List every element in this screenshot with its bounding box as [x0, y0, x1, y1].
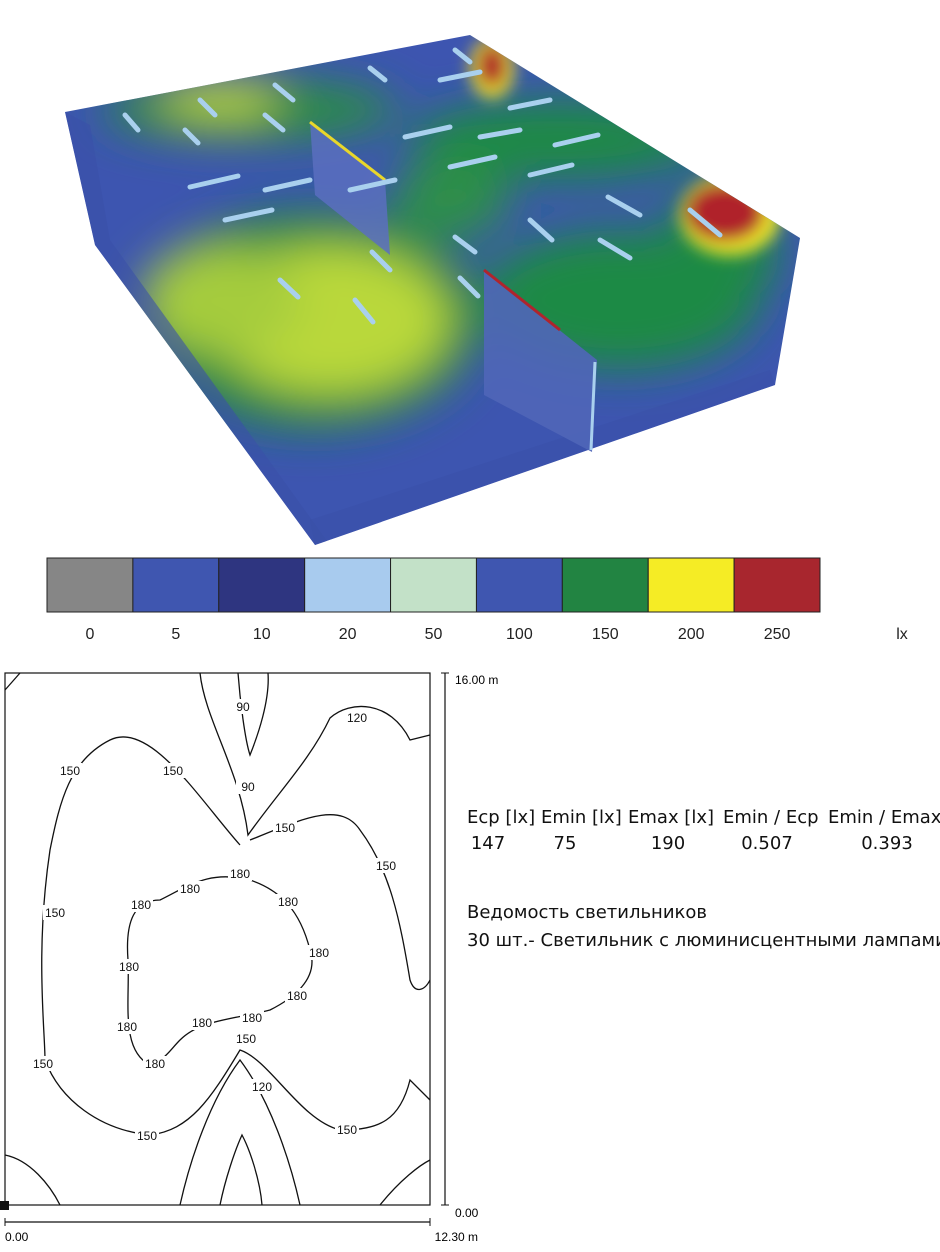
legend-swatch — [475, 557, 563, 613]
isoline-label-bg — [143, 1056, 167, 1071]
isoline-label-bg — [43, 905, 67, 920]
legend-swatch — [390, 557, 477, 613]
isoline-label-bg — [31, 1056, 55, 1071]
wall-edge — [589, 361, 597, 451]
legend-label: 10 — [253, 626, 271, 640]
isoline-label: 150 — [376, 859, 396, 873]
isoline-label-bg — [115, 1019, 139, 1034]
illuminance-render — [65, 35, 800, 545]
legend-label: 200 — [678, 626, 705, 640]
isoline-label: 150 — [236, 1032, 256, 1046]
wall-edge — [309, 120, 386, 182]
isoline-label-bg — [307, 945, 331, 960]
isoline-label-bg — [250, 1079, 274, 1094]
table-value: 0.507 — [741, 833, 793, 854]
table-header: Emax [lx] — [628, 807, 715, 828]
isoline-label-bg — [228, 866, 252, 881]
legend-swatch — [647, 557, 735, 613]
isoline-label: 150 — [275, 821, 295, 835]
isoline-label-bg — [285, 988, 309, 1003]
isoline-label-bg — [117, 959, 141, 974]
fixtures-title: Ведомость светильников — [467, 902, 708, 923]
isoline-label: 120 — [347, 711, 367, 725]
isoline-label-bg — [190, 1015, 214, 1030]
table-header: Emin / Emax — [828, 807, 940, 828]
isoline-label: 120 — [252, 1080, 272, 1094]
isoline-label-bg — [345, 710, 369, 725]
isoline-label-bg — [178, 881, 202, 896]
isoline-label-bg — [231, 699, 255, 714]
legend-swatch — [132, 557, 220, 613]
isoline-label: 150 — [33, 1057, 53, 1071]
legend-label: 5 — [171, 626, 180, 640]
isoline-label-bg — [240, 1010, 264, 1025]
color-legend: 0 5 10 20 50 100 150 200 250 lx — [46, 557, 908, 640]
isoline-label-bg — [234, 1031, 258, 1046]
legend-label: 50 — [425, 626, 443, 640]
isoline-label-bg — [129, 897, 153, 912]
isoline-label: 150 — [60, 764, 80, 778]
isoline-label: 180 — [117, 1020, 137, 1034]
wall-edge — [483, 268, 561, 332]
table-header: Emin [lx] — [541, 807, 622, 828]
isoline-label: 150 — [337, 1123, 357, 1137]
fixtures-line: 30 шт.- Светильник с люминисцентными лам… — [467, 930, 940, 951]
y-axis-bottom: 0.00 — [455, 1206, 479, 1220]
legend-label: 100 — [506, 626, 533, 640]
isoline-label: 180 — [242, 1011, 262, 1025]
table-header: Emin / Ecp — [723, 807, 819, 828]
isoline-label-bg — [374, 858, 398, 873]
legend-swatch — [218, 557, 306, 613]
isoline-label: 90 — [236, 700, 250, 714]
isoline-label-bg — [276, 894, 300, 909]
isoline-label-bg — [58, 763, 82, 778]
isoline-label: 180 — [309, 946, 329, 960]
isoline-label: 180 — [119, 960, 139, 974]
isoline-label-bg — [236, 779, 260, 794]
inner-wall — [484, 270, 597, 452]
isoline-label: 150 — [163, 764, 183, 778]
table-value: 147 — [470, 833, 506, 854]
legend-unit: lx — [896, 626, 908, 640]
origin-marker — [0, 1201, 9, 1210]
table-value: 75 — [553, 833, 577, 854]
isoline-label: 180 — [230, 867, 250, 881]
isoline-label: 180 — [278, 895, 298, 909]
plan-frame — [4, 672, 431, 1206]
isoline-label-bg — [161, 763, 185, 778]
isoline-label-bg — [135, 1128, 159, 1143]
isoline-label: 180 — [287, 989, 307, 1003]
legend-label: 20 — [339, 626, 357, 640]
isoline-label-bg — [273, 820, 297, 835]
legend-swatch — [46, 557, 134, 613]
legend-swatch — [561, 557, 649, 613]
isoline-label: 90 — [241, 780, 255, 794]
legend-label: 150 — [592, 626, 619, 640]
legend-swatch — [304, 557, 392, 613]
legend-swatch — [733, 557, 821, 613]
isoline-label: 150 — [45, 906, 65, 920]
isoline-label: 180 — [192, 1016, 212, 1030]
table-value: 190 — [650, 833, 686, 854]
x-axis-right: 12.30 m — [435, 1230, 478, 1244]
isoline-plan: 16.00 m 0.00 0.00 12.30 m 90 120 150 150 90 1… — [0, 672, 498, 1244]
isoline-label: 150 — [137, 1129, 157, 1143]
render-body — [65, 35, 800, 545]
table-value: 0.393 — [861, 833, 913, 854]
y-axis-top: 16.00 m — [455, 673, 498, 687]
legend-label: 250 — [764, 626, 791, 640]
table-header: Ecp [lx] — [467, 807, 536, 828]
isoline-label: 180 — [145, 1057, 165, 1071]
isoline-label-bg — [335, 1122, 359, 1137]
isoline-label: 180 — [131, 898, 151, 912]
luminaires — [122, 47, 723, 325]
isoline-label: 180 — [180, 882, 200, 896]
x-axis-left: 0.00 — [5, 1230, 29, 1244]
legend-label: 0 — [85, 626, 94, 640]
